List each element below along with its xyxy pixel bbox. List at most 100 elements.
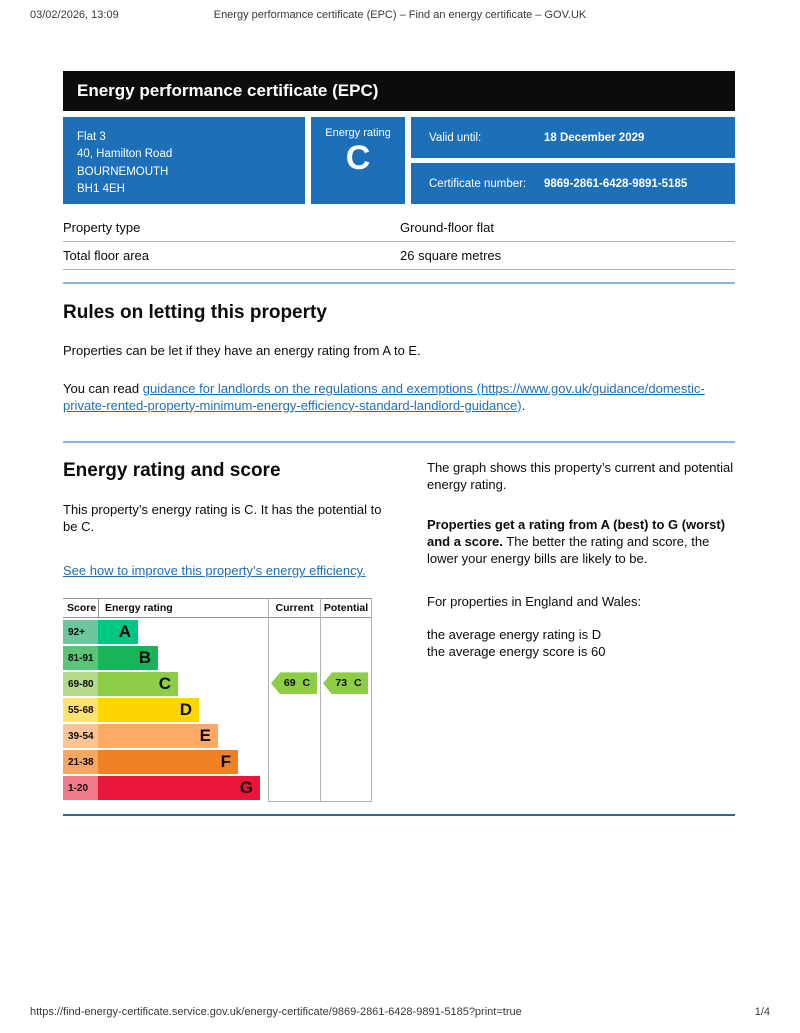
potential-rating-arrow: 73 C bbox=[323, 672, 368, 695]
potential-rating-arrow-score: 73 bbox=[335, 677, 348, 690]
address-line-3: BOURNEMOUTH bbox=[77, 165, 169, 178]
rules-guidance-lead: You can read bbox=[63, 380, 143, 396]
epc-band-row: 21-38 F bbox=[63, 750, 268, 775]
valid-until-label: Valid until: bbox=[429, 131, 482, 144]
potential-rating-column: Potential 73 C bbox=[320, 598, 372, 803]
epc-band-bar: C bbox=[98, 672, 178, 697]
epc-band-score: 21-38 bbox=[63, 750, 98, 775]
epc-band-score: 81-91 bbox=[63, 646, 98, 671]
certificate-content: Energy performance certificate (EPC) Fla… bbox=[63, 71, 735, 817]
epc-band-bar: B bbox=[98, 646, 158, 671]
current-rating-arrow-letter: C bbox=[302, 677, 311, 690]
epc-band-row: 92+ A bbox=[63, 620, 268, 645]
epc-band-bar-zone: D bbox=[98, 698, 268, 723]
validity-column: Valid until: 18 December 2029 Certificat… bbox=[411, 117, 735, 204]
rating-explanation-bold: Properties get a rating from A (best) to… bbox=[427, 517, 726, 550]
rules-guidance-paragraph: You can read guidance for landlords on t… bbox=[63, 381, 723, 415]
epc-band-bar: G bbox=[98, 776, 260, 801]
table-row: Property type Ground-floor flat bbox=[63, 214, 735, 242]
rules-guidance-period: . bbox=[521, 397, 526, 413]
rating-explanation-text: Properties get a rating from A (best) to… bbox=[427, 517, 735, 568]
rules-heading: Rules on letting this property bbox=[63, 302, 327, 323]
epc-band-bar: A bbox=[98, 620, 138, 645]
epc-band-score: 92+ bbox=[63, 620, 98, 645]
epc-banner-title: Energy performance certificate (EPC) bbox=[63, 71, 735, 111]
epc-band-bar-zone: C bbox=[98, 672, 268, 697]
epc-band-bar: F bbox=[98, 750, 238, 775]
average-rating-text: the average energy rating is D bbox=[427, 627, 602, 643]
england-wales-text: For properties in England and Wales: bbox=[427, 594, 642, 610]
average-score-text: the average energy score is 60 bbox=[427, 643, 606, 659]
epc-band-bar-zone: G bbox=[98, 776, 268, 801]
rating-section: Energy rating and score This property’s … bbox=[63, 443, 735, 803]
energy-rating-label: Energy rating bbox=[325, 127, 391, 139]
section-divider bbox=[63, 814, 735, 817]
epc-band-row: 1-20 G bbox=[63, 776, 268, 801]
print-footer: https://find-energy-certificate.service.… bbox=[30, 1006, 770, 1018]
valid-until-box: Valid until: 18 December 2029 bbox=[411, 117, 735, 158]
certificate-number-value: 9869-2861-6428-9891-5185 bbox=[544, 177, 688, 190]
epc-band-row: 81-91 B bbox=[63, 646, 268, 671]
epc-band-bar-zone: E bbox=[98, 724, 268, 749]
potential-column-header: Potential bbox=[321, 598, 371, 619]
improve-efficiency-link[interactable]: See how to improve this property’s energ… bbox=[63, 563, 366, 579]
epc-band-bar: D bbox=[98, 698, 199, 723]
address-line-2: 40, Hamilton Road bbox=[77, 148, 173, 161]
epc-band-bar-zone: F bbox=[98, 750, 268, 775]
epc-band-rows: 92+ A 81-91 B 69-80 C 55-68 D 39-54 E 21-38 F 1-20 G bbox=[63, 618, 268, 801]
certificate-number-label: Certificate number: bbox=[429, 177, 527, 190]
epc-band-score: 1-20 bbox=[63, 776, 98, 801]
rating-section-right: The graph shows this property’s current … bbox=[427, 443, 735, 661]
averages-text: the average energy rating is D the avera… bbox=[427, 627, 735, 661]
current-arrow-zone: 69 C bbox=[269, 618, 320, 801]
rules-paragraph: Properties can be let if they have an en… bbox=[63, 343, 421, 358]
rating-summary-text: This property’s energy rating is C. It h… bbox=[63, 501, 382, 534]
epc-band-row: 69-80 C bbox=[63, 672, 268, 697]
property-address: Flat 3 40, Hamilton Road BOURNEMOUTH BH1… bbox=[63, 117, 305, 204]
address-line-1: Flat 3 bbox=[77, 131, 106, 143]
current-rating-arrow: 69 C bbox=[271, 672, 317, 695]
epc-rating-chart: Score Energy rating 92+ A 81-91 B 69-80 C 55-6… bbox=[63, 598, 372, 803]
epc-band-row: 55-68 D bbox=[63, 698, 268, 723]
score-column-header: Score bbox=[67, 602, 97, 615]
epc-chart-header: Score Energy rating bbox=[63, 598, 268, 619]
epc-band-bar-zone: B bbox=[98, 646, 268, 671]
epc-band-score: 39-54 bbox=[63, 724, 98, 749]
rating-heading: Energy rating and score bbox=[63, 459, 281, 481]
epc-band-bar-zone: A bbox=[98, 620, 268, 645]
epc-band-row: 39-54 E bbox=[63, 724, 268, 749]
print-footer-url: https://find-energy-certificate.service.… bbox=[30, 1006, 522, 1018]
energy-rating-box: Energy rating C bbox=[311, 117, 405, 204]
rating-explanation-rest: The better the rating and score, the low… bbox=[427, 534, 710, 567]
current-column-header: Current bbox=[269, 598, 320, 619]
certificate-summary: Flat 3 40, Hamilton Road BOURNEMOUTH BH1… bbox=[63, 117, 735, 204]
print-datetime: 03/02/2026, 13:09 bbox=[30, 9, 119, 21]
epc-band-score: 69-80 bbox=[63, 672, 98, 697]
floor-area-value: 26 square metres bbox=[400, 248, 502, 263]
potential-arrow-zone: 73 C bbox=[321, 618, 371, 801]
print-header: 03/02/2026, 13:09 Energy performance cer… bbox=[0, 0, 800, 31]
epc-band-score: 55-68 bbox=[63, 698, 98, 723]
print-footer-page-number: 1/4 bbox=[754, 1006, 770, 1018]
section-divider bbox=[63, 282, 735, 284]
graph-intro-text: The graph shows this property’s current … bbox=[427, 459, 734, 492]
rating-column-header: Energy rating bbox=[98, 599, 268, 618]
floor-area-label: Total floor area bbox=[63, 248, 149, 263]
rating-section-left: Energy rating and score This property’s … bbox=[63, 443, 390, 803]
property-facts-table: Property type Ground-floor flat Total fl… bbox=[63, 214, 735, 270]
potential-rating-arrow-letter: C bbox=[354, 677, 362, 690]
certificate-number-box: Certificate number: 9869-2861-6428-9891-… bbox=[411, 163, 735, 204]
epc-chart-bands: Score Energy rating 92+ A 81-91 B 69-80 C 55-6… bbox=[63, 598, 268, 802]
table-row: Total floor area 26 square metres bbox=[63, 242, 735, 270]
property-type-value: Ground-floor flat bbox=[400, 220, 494, 235]
current-rating-column: Current 69 C bbox=[268, 598, 320, 803]
energy-rating-value: C bbox=[345, 139, 371, 177]
valid-until-value: 18 December 2029 bbox=[544, 131, 645, 144]
landlord-guidance-link[interactable]: guidance for landlords on the regulation… bbox=[63, 380, 705, 413]
print-page-title: Energy performance certificate (EPC) – F… bbox=[213, 9, 587, 21]
epc-band-bar: E bbox=[98, 724, 218, 749]
section-divider bbox=[63, 440, 735, 443]
address-line-4: BH1 4EH bbox=[77, 182, 125, 195]
property-type-label: Property type bbox=[63, 220, 141, 235]
current-rating-arrow-score: 69 bbox=[283, 677, 296, 690]
